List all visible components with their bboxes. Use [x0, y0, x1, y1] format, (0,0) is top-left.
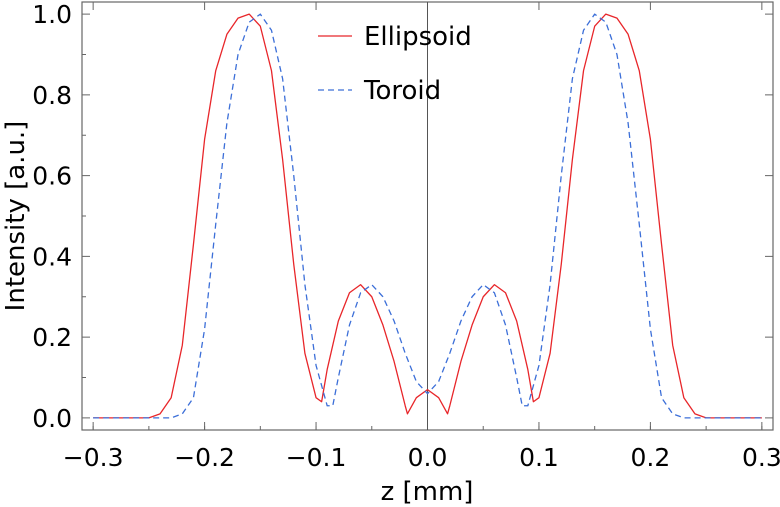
x-tick-label: 0.1	[519, 443, 559, 472]
x-tick-label: −0.3	[63, 443, 124, 472]
series-layer	[93, 13, 762, 419]
x-tick-label: 0.3	[742, 443, 780, 472]
y-tick-label: 0.6	[32, 162, 72, 191]
y-tick-label: 1.0	[32, 0, 72, 29]
x-axis-title: z [mm]	[381, 477, 474, 507]
y-tick-label: 0.4	[32, 242, 72, 271]
x-tick-label: 0.2	[631, 443, 671, 472]
y-tick-label: 0.8	[32, 81, 72, 110]
y-tick-label: 0.2	[32, 323, 72, 352]
x-tick-label: 0.0	[408, 443, 448, 472]
legend-label-ellipsoid: Ellipsoid	[364, 22, 472, 52]
legend-label-toroid: Toroid	[363, 76, 441, 106]
legend: Ellipsoid Toroid	[318, 22, 472, 106]
y-tick-label: 0.0	[32, 404, 72, 433]
x-tick-label: −0.1	[286, 443, 347, 472]
y-axis-title: Intensity [a.u.]	[1, 121, 31, 312]
axis-ticks	[82, 2, 773, 430]
series-line-toroid	[93, 13, 762, 419]
tick-labels: −0.3 −0.2 −0.1 0.0 0.1 0.2 0.3 0.0 0.2 0.4 0.6 0.8 1…	[32, 0, 780, 472]
series-line-ellipsoid	[93, 13, 762, 419]
x-tick-label: −0.2	[174, 443, 235, 472]
